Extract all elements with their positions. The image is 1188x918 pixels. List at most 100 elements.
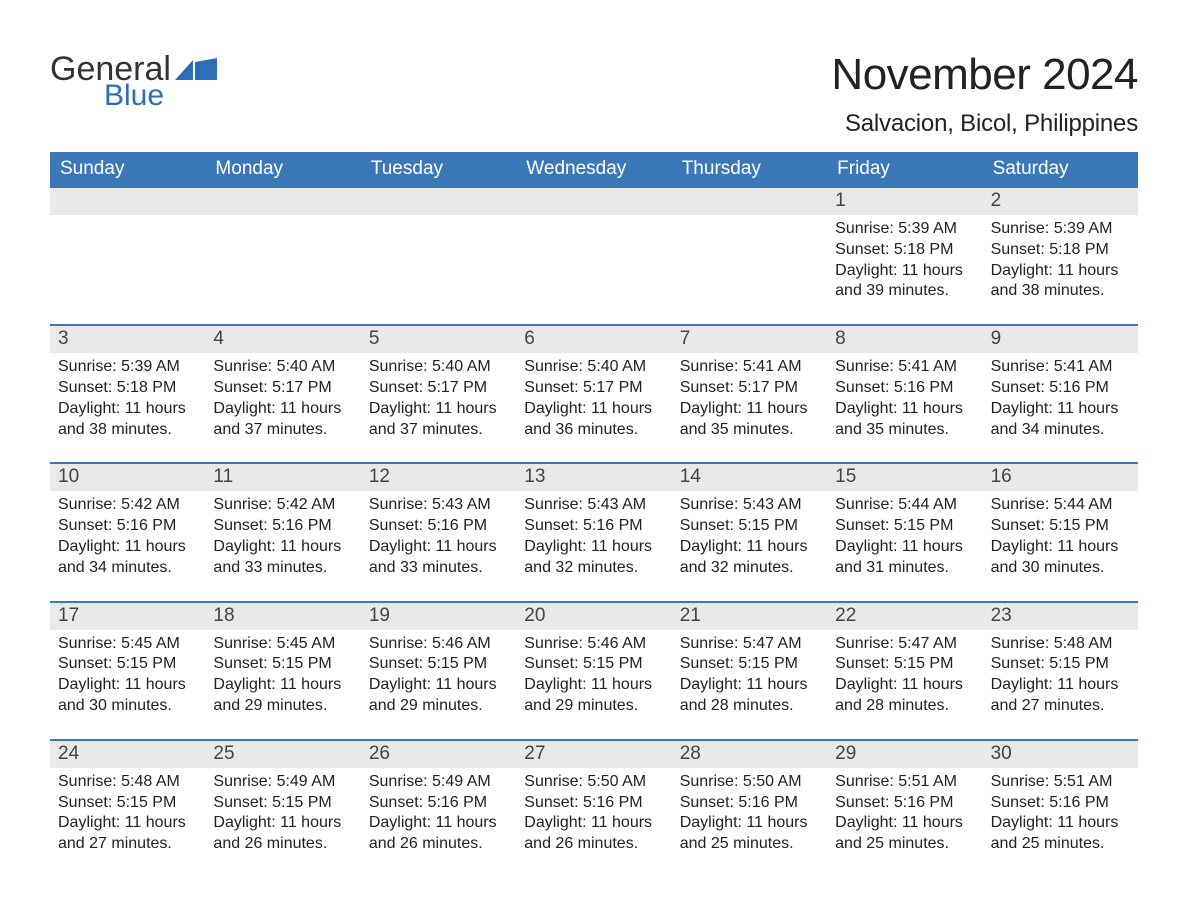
daylight-text: Daylight: 11 hours and 35 minutes. [835, 399, 974, 441]
week-row: 1Sunrise: 5:39 AMSunset: 5:18 PMDaylight… [50, 188, 1138, 306]
day-number: 9 [983, 326, 1138, 353]
sunset-text: Sunset: 5:16 PM [835, 378, 974, 399]
day-cell: 23Sunrise: 5:48 AMSunset: 5:15 PMDayligh… [983, 601, 1138, 721]
sunrise-text: Sunrise: 5:43 AM [524, 495, 663, 516]
sunrise-text: Sunrise: 5:49 AM [369, 772, 508, 793]
sunset-text: Sunset: 5:15 PM [213, 793, 352, 814]
sunset-text: Sunset: 5:16 PM [369, 516, 508, 537]
day-body: Sunrise: 5:40 AMSunset: 5:17 PMDaylight:… [361, 353, 516, 444]
day-body: Sunrise: 5:47 AMSunset: 5:15 PMDaylight:… [672, 630, 827, 721]
sunrise-text: Sunrise: 5:41 AM [991, 357, 1130, 378]
sunrise-text: Sunrise: 5:47 AM [680, 634, 819, 655]
sunrise-text: Sunrise: 5:46 AM [524, 634, 663, 655]
weekday-header: Friday [827, 152, 982, 188]
daylight-text: Daylight: 11 hours and 27 minutes. [58, 813, 197, 855]
daylight-text: Daylight: 11 hours and 26 minutes. [369, 813, 508, 855]
day-number: 21 [672, 603, 827, 630]
day-body: Sunrise: 5:48 AMSunset: 5:15 PMDaylight:… [983, 630, 1138, 721]
day-body: Sunrise: 5:50 AMSunset: 5:16 PMDaylight:… [516, 768, 671, 859]
sunset-text: Sunset: 5:15 PM [369, 654, 508, 675]
day-number: 10 [50, 464, 205, 491]
logo: General Blue [50, 50, 217, 113]
day-cell: 11Sunrise: 5:42 AMSunset: 5:16 PMDayligh… [205, 462, 360, 582]
day-cell: 29Sunrise: 5:51 AMSunset: 5:16 PMDayligh… [827, 739, 982, 859]
day-cell: 30Sunrise: 5:51 AMSunset: 5:16 PMDayligh… [983, 739, 1138, 859]
sunset-text: Sunset: 5:15 PM [213, 654, 352, 675]
day-cell: 20Sunrise: 5:46 AMSunset: 5:15 PMDayligh… [516, 601, 671, 721]
day-body: Sunrise: 5:46 AMSunset: 5:15 PMDaylight:… [361, 630, 516, 721]
day-number: 17 [50, 603, 205, 630]
sunrise-text: Sunrise: 5:42 AM [213, 495, 352, 516]
day-number: 23 [983, 603, 1138, 630]
day-cell: 13Sunrise: 5:43 AMSunset: 5:16 PMDayligh… [516, 462, 671, 582]
day-number: 13 [516, 464, 671, 491]
sunrise-text: Sunrise: 5:43 AM [369, 495, 508, 516]
sunset-text: Sunset: 5:15 PM [991, 654, 1130, 675]
day-cell: 6Sunrise: 5:40 AMSunset: 5:17 PMDaylight… [516, 324, 671, 444]
sunrise-text: Sunrise: 5:42 AM [58, 495, 197, 516]
day-cell: 22Sunrise: 5:47 AMSunset: 5:15 PMDayligh… [827, 601, 982, 721]
day-body: Sunrise: 5:41 AMSunset: 5:16 PMDaylight:… [983, 353, 1138, 444]
sunset-text: Sunset: 5:17 PM [524, 378, 663, 399]
sunrise-text: Sunrise: 5:50 AM [680, 772, 819, 793]
sunrise-text: Sunrise: 5:49 AM [213, 772, 352, 793]
daylight-text: Daylight: 11 hours and 30 minutes. [58, 675, 197, 717]
day-cell: 14Sunrise: 5:43 AMSunset: 5:15 PMDayligh… [672, 462, 827, 582]
day-body: Sunrise: 5:39 AMSunset: 5:18 PMDaylight:… [50, 353, 205, 444]
daylight-text: Daylight: 11 hours and 39 minutes. [835, 261, 974, 303]
empty-day-number [672, 188, 827, 215]
title-block: November 2024 Salvacion, Bicol, Philippi… [831, 50, 1138, 138]
sunrise-text: Sunrise: 5:39 AM [991, 219, 1130, 240]
sunset-text: Sunset: 5:15 PM [58, 654, 197, 675]
sunset-text: Sunset: 5:17 PM [213, 378, 352, 399]
empty-day-number [516, 188, 671, 215]
daylight-text: Daylight: 11 hours and 32 minutes. [524, 537, 663, 579]
sunset-text: Sunset: 5:16 PM [369, 793, 508, 814]
sunset-text: Sunset: 5:16 PM [680, 793, 819, 814]
day-body: Sunrise: 5:51 AMSunset: 5:16 PMDaylight:… [983, 768, 1138, 859]
empty-day-number [361, 188, 516, 215]
sunset-text: Sunset: 5:18 PM [991, 240, 1130, 261]
sunset-text: Sunset: 5:16 PM [213, 516, 352, 537]
day-cell [50, 188, 205, 306]
weekday-header: Thursday [672, 152, 827, 188]
sunrise-text: Sunrise: 5:39 AM [58, 357, 197, 378]
day-cell [205, 188, 360, 306]
daylight-text: Daylight: 11 hours and 29 minutes. [213, 675, 352, 717]
day-number: 30 [983, 741, 1138, 768]
sunset-text: Sunset: 5:17 PM [680, 378, 819, 399]
sunrise-text: Sunrise: 5:45 AM [58, 634, 197, 655]
sunset-text: Sunset: 5:17 PM [369, 378, 508, 399]
day-body: Sunrise: 5:46 AMSunset: 5:15 PMDaylight:… [516, 630, 671, 721]
day-number: 16 [983, 464, 1138, 491]
day-body: Sunrise: 5:49 AMSunset: 5:15 PMDaylight:… [205, 768, 360, 859]
daylight-text: Daylight: 11 hours and 29 minutes. [369, 675, 508, 717]
day-cell: 27Sunrise: 5:50 AMSunset: 5:16 PMDayligh… [516, 739, 671, 859]
sunset-text: Sunset: 5:18 PM [58, 378, 197, 399]
day-body: Sunrise: 5:43 AMSunset: 5:15 PMDaylight:… [672, 491, 827, 582]
day-number: 7 [672, 326, 827, 353]
daylight-text: Daylight: 11 hours and 34 minutes. [991, 399, 1130, 441]
day-cell: 9Sunrise: 5:41 AMSunset: 5:16 PMDaylight… [983, 324, 1138, 444]
empty-day-number [205, 188, 360, 215]
day-number: 27 [516, 741, 671, 768]
daylight-text: Daylight: 11 hours and 33 minutes. [213, 537, 352, 579]
sunrise-text: Sunrise: 5:47 AM [835, 634, 974, 655]
daylight-text: Daylight: 11 hours and 25 minutes. [991, 813, 1130, 855]
sunrise-text: Sunrise: 5:46 AM [369, 634, 508, 655]
day-cell: 3Sunrise: 5:39 AMSunset: 5:18 PMDaylight… [50, 324, 205, 444]
day-body: Sunrise: 5:47 AMSunset: 5:15 PMDaylight:… [827, 630, 982, 721]
logo-text-blue: Blue [104, 79, 217, 113]
day-cell: 8Sunrise: 5:41 AMSunset: 5:16 PMDaylight… [827, 324, 982, 444]
day-cell: 18Sunrise: 5:45 AMSunset: 5:15 PMDayligh… [205, 601, 360, 721]
sunrise-text: Sunrise: 5:44 AM [835, 495, 974, 516]
day-cell: 24Sunrise: 5:48 AMSunset: 5:15 PMDayligh… [50, 739, 205, 859]
daylight-text: Daylight: 11 hours and 37 minutes. [369, 399, 508, 441]
daylight-text: Daylight: 11 hours and 32 minutes. [680, 537, 819, 579]
daylight-text: Daylight: 11 hours and 29 minutes. [524, 675, 663, 717]
day-body: Sunrise: 5:44 AMSunset: 5:15 PMDaylight:… [983, 491, 1138, 582]
day-cell: 2Sunrise: 5:39 AMSunset: 5:18 PMDaylight… [983, 188, 1138, 306]
week-row: 10Sunrise: 5:42 AMSunset: 5:16 PMDayligh… [50, 462, 1138, 582]
weekday-header: Wednesday [516, 152, 671, 188]
day-number: 15 [827, 464, 982, 491]
